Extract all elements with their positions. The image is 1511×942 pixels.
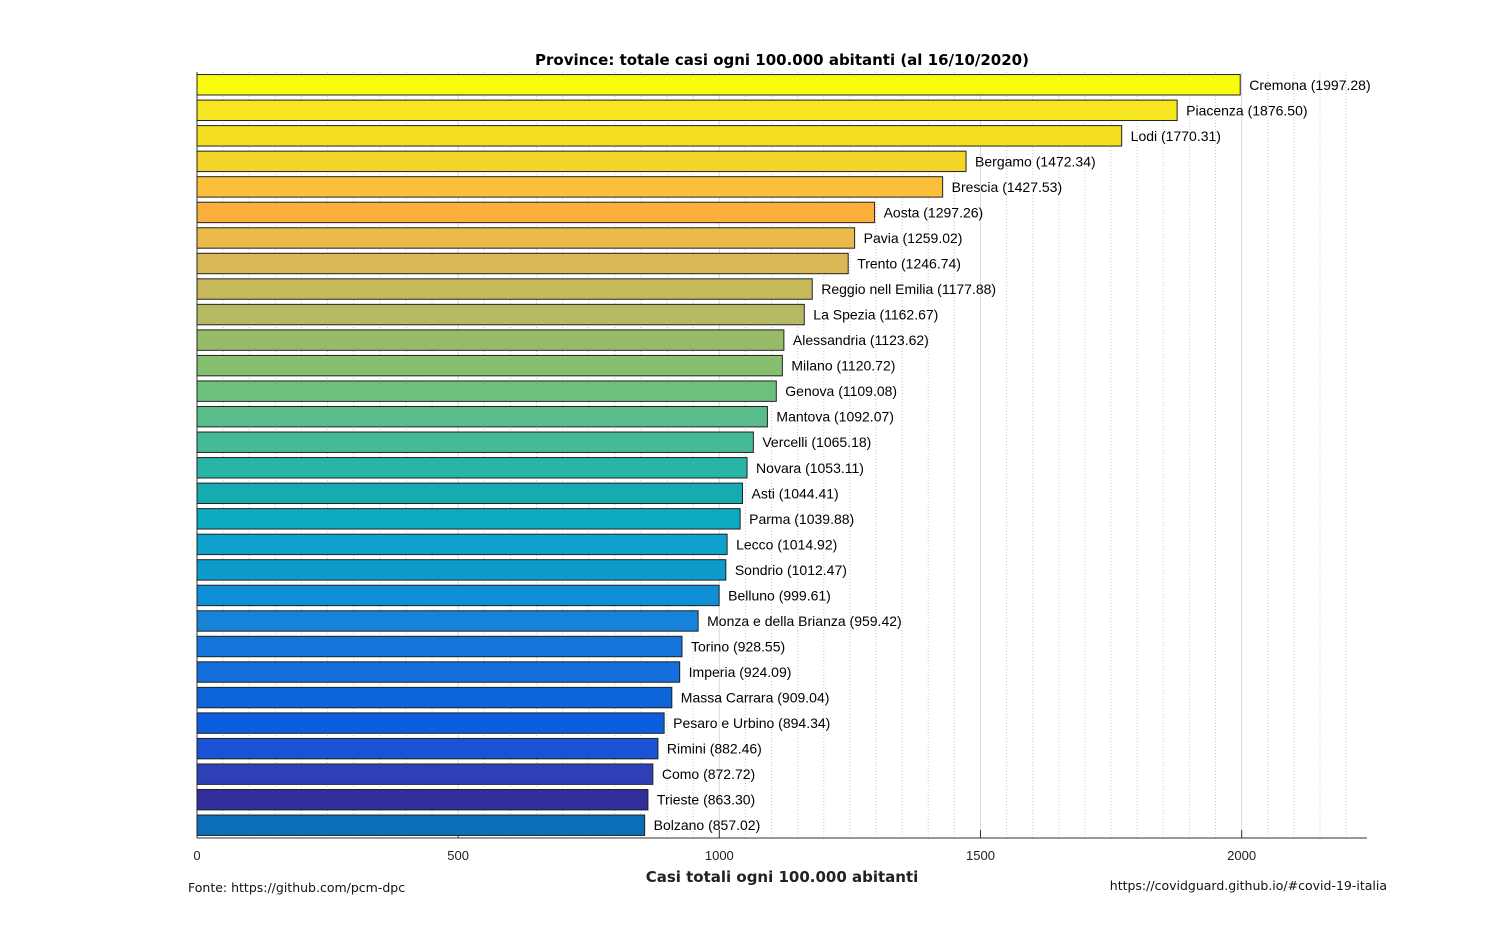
bar bbox=[196, 431, 754, 453]
bar bbox=[196, 559, 727, 581]
bar-label: Pavia (1259.02) bbox=[864, 230, 963, 246]
bar bbox=[196, 99, 1178, 122]
grid-lines bbox=[222, 72, 1347, 838]
x-tick-label: 500 bbox=[447, 848, 469, 863]
bar-label: Bolzano (857.02) bbox=[654, 817, 761, 833]
bar bbox=[196, 227, 856, 249]
bar-label: Reggio nell Emilia (1177.88) bbox=[821, 281, 996, 297]
x-axis: 0 500 1000 1500 2000 bbox=[193, 72, 1367, 863]
x-tick-label: 2000 bbox=[1227, 848, 1256, 863]
bar-label: Novara (1053.11) bbox=[756, 460, 864, 476]
bar bbox=[196, 661, 681, 683]
bar-label: Lodi (1770.31) bbox=[1131, 128, 1221, 144]
bar-label: Massa Carrara (909.04) bbox=[681, 690, 830, 706]
bar bbox=[196, 533, 728, 556]
bar bbox=[196, 354, 783, 377]
bar-label: Rimini (882.46) bbox=[667, 741, 762, 757]
bar-label: Monza e della Brianza (959.42) bbox=[707, 613, 902, 629]
bar bbox=[196, 635, 683, 658]
bar-label: Genova (1109.08) bbox=[785, 383, 897, 399]
bar-label: Vercelli (1065.18) bbox=[762, 434, 871, 450]
bar bbox=[196, 457, 748, 479]
bar-label: Bergamo (1472.34) bbox=[975, 153, 1096, 169]
bar bbox=[196, 252, 849, 275]
x-axis-label: Casi totali ogni 100.000 abitanti bbox=[646, 868, 919, 886]
bar-label: Imperia (924.09) bbox=[689, 664, 792, 680]
bar bbox=[196, 737, 659, 760]
bar-label: Piacenza (1876.50) bbox=[1186, 102, 1307, 118]
bar-label: Sondrio (1012.47) bbox=[735, 562, 847, 578]
bar-label: Torino (928.55) bbox=[691, 639, 785, 655]
bar bbox=[196, 788, 649, 811]
bar-label: Belluno (999.61) bbox=[728, 587, 831, 603]
bar-label: Milano (1120.72) bbox=[791, 358, 895, 374]
x-tick-label: 1500 bbox=[966, 848, 995, 863]
bar bbox=[196, 584, 720, 607]
bar-label: Asti (1044.41) bbox=[752, 485, 839, 501]
source-note: Fonte: https://github.com/pcm-dpc bbox=[188, 880, 405, 895]
bar bbox=[196, 686, 673, 709]
bar bbox=[196, 278, 813, 300]
bar-label: Pesaro e Urbino (894.34) bbox=[673, 715, 830, 731]
bar-label: La Spezia (1162.67) bbox=[813, 307, 938, 323]
bar bbox=[196, 508, 741, 530]
bar-label: Trieste (863.30) bbox=[657, 792, 755, 808]
bar bbox=[196, 125, 1123, 147]
bar-label: Brescia (1427.53) bbox=[952, 179, 1063, 195]
bar bbox=[196, 176, 944, 198]
bar bbox=[196, 380, 777, 402]
x-tick-label: 1000 bbox=[705, 848, 734, 863]
bar bbox=[196, 610, 699, 632]
x-tick-label: 0 bbox=[193, 848, 200, 863]
bar bbox=[196, 405, 768, 428]
chart-title: Province: totale casi ogni 100.000 abita… bbox=[535, 51, 1029, 69]
bar bbox=[196, 329, 785, 351]
bar-label: Lecco (1014.92) bbox=[736, 536, 837, 552]
bar-label: Como (872.72) bbox=[662, 766, 755, 782]
bar bbox=[196, 814, 646, 836]
bars bbox=[196, 74, 1241, 836]
bar-label: Cremona (1997.28) bbox=[1249, 77, 1370, 93]
bar-labels: Cremona (1997.28) Piacenza (1876.50) Lodi … bbox=[654, 77, 1371, 833]
bar-label: Parma (1039.88) bbox=[749, 511, 854, 527]
bar-label: Aosta (1297.26) bbox=[884, 204, 984, 220]
site-note: https://covidguard.github.io/#covid-19-i… bbox=[1110, 878, 1387, 893]
bar bbox=[196, 712, 665, 734]
bar bbox=[196, 150, 967, 173]
bar-label: Alessandria (1123.62) bbox=[793, 332, 929, 348]
bar bbox=[196, 74, 1241, 96]
bar bbox=[196, 303, 805, 326]
bar bbox=[196, 482, 744, 505]
bar bbox=[196, 763, 654, 785]
bar-label: Mantova (1092.07) bbox=[776, 409, 894, 425]
bar bbox=[196, 201, 876, 224]
bar-label: Trento (1246.74) bbox=[857, 256, 961, 272]
